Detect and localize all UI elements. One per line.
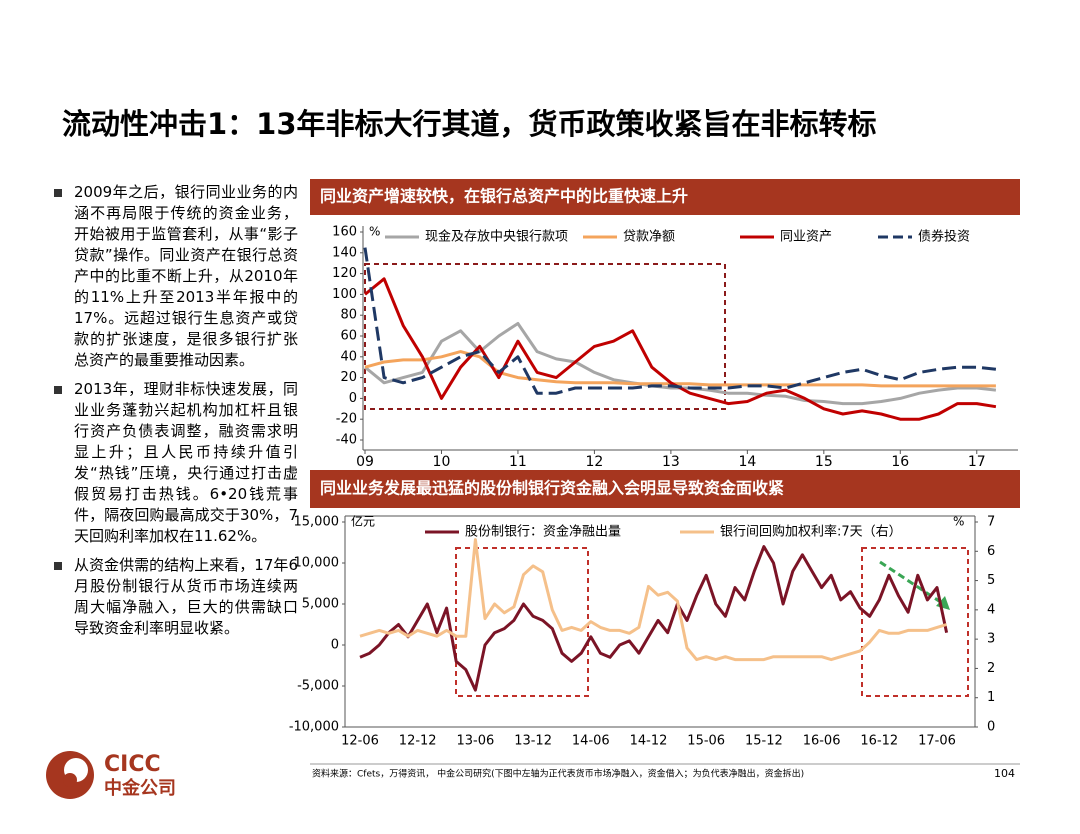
logo-text: CICC [104, 752, 161, 777]
bullet: 2009年之后，银行同业业务的内涵不再局限于传统的资金业务，开始被用于监管套利，… [52, 182, 298, 371]
chart-title: 同业业务发展最迅猛的股份制银行资金融入会明显导致资金面收紧 [320, 479, 784, 498]
series-line [359, 538, 948, 662]
x-tick-label: 13-06 [457, 734, 495, 749]
y-tick-label: -20 [336, 412, 357, 427]
y-tick-label: 5,000 [302, 597, 339, 612]
y-unit: 亿元 [351, 514, 375, 529]
trend-arrow [879, 560, 946, 607]
y-tick-label: 140 [332, 245, 357, 260]
legend-label: 债券投资 [918, 229, 970, 245]
x-tick-label: 16 [891, 454, 909, 470]
y-tick-label: 10,000 [294, 556, 340, 571]
y-tick-label: 160 [332, 225, 357, 240]
highlight-box [455, 547, 589, 697]
y-unit: % [369, 225, 380, 239]
y2-unit: % [953, 515, 964, 529]
x-tick-label: 13 [662, 454, 680, 470]
x-tick-label: 15-12 [745, 734, 783, 749]
logo-text: 中金公司 [104, 777, 176, 799]
y2-tick-label: 6 [987, 544, 995, 559]
legend-label: 股份制银行：资金净融出量 [465, 524, 621, 540]
logo-mark [63, 773, 77, 787]
y-tick-label: 0 [331, 638, 339, 653]
y-tick-label: -40 [336, 433, 357, 448]
y-tick-label: 80 [340, 308, 357, 323]
x-tick-label: 17-06 [918, 734, 956, 749]
x-tick-label: 14-12 [630, 734, 668, 749]
legend-label: 银行间回购加权利率:7天（右） [720, 524, 902, 540]
y-tick-label: -10,000 [289, 720, 339, 735]
x-tick-label: 10 [433, 454, 451, 470]
y2-tick-label: 0 [987, 720, 995, 735]
y-tick-label: 0 [349, 391, 357, 406]
highlight-box [364, 263, 726, 410]
bullet-list: 2009年之后，银行同业业务的内涵不再局限于传统的资金业务，开始被用于监管套利，… [52, 182, 298, 647]
x-tick-label: 12-12 [399, 734, 437, 749]
highlight-box [861, 547, 969, 697]
slide-title: 流动性冲击1：13年非标大行其道，货币政策收紧旨在非标转标 [62, 107, 877, 141]
y-tick-label: 15,000 [294, 515, 340, 530]
y2-tick-label: 3 [987, 632, 995, 647]
x-tick-label: 15-06 [687, 734, 725, 749]
legend-label: 同业资产 [780, 230, 832, 245]
y-tick-label: 60 [340, 329, 357, 344]
y-tick-label: 100 [332, 287, 357, 302]
chart-header [310, 470, 1020, 508]
y-tick-label: 120 [332, 266, 357, 281]
series-line [359, 545, 949, 692]
y-tick-label: -5,000 [297, 679, 339, 694]
legend-label: 现金及存放中央银行款项 [425, 229, 568, 245]
y2-tick-label: 2 [987, 661, 995, 676]
y-tick-label: 20 [340, 370, 357, 385]
x-tick-label: 12-06 [341, 734, 379, 749]
chart-title: 同业资产增速较快，在银行总资产中的比重快速上升 [320, 187, 688, 206]
x-tick-label: 14-06 [572, 734, 610, 749]
x-tick-label: 12 [585, 454, 603, 470]
y2-tick-label: 7 [987, 515, 995, 530]
bullet: 从资金供需的结构上来看，17年6月股份制银行从货币市场连续两周大幅净融入，巨大的… [52, 555, 298, 639]
y2-tick-label: 1 [987, 690, 995, 705]
bullet: 2013年，理财非标快速发展，同业业务蓬勃兴起机构加杠杆且银行资产负债表调整，融… [52, 379, 298, 547]
series-line [364, 322, 997, 406]
x-tick-label: 16-12 [860, 734, 898, 749]
legend-label: 贷款净额 [623, 230, 675, 245]
source-note: 资料来源：Cfets，万得资讯， 中金公司研究(下图中左轴为正代表货币市场净融入… [312, 768, 804, 780]
x-tick-label: 17 [968, 454, 986, 470]
chart-header [310, 179, 1020, 215]
page-number: 104 [994, 767, 1015, 780]
x-tick-label: 09 [356, 454, 374, 470]
x-tick-label: 16-06 [803, 734, 841, 749]
x-tick-label: 13-12 [514, 734, 552, 749]
series-line [363, 247, 997, 395]
x-tick-label: 15 [815, 454, 833, 470]
y2-tick-label: 5 [987, 573, 995, 588]
y-tick-label: 40 [340, 349, 357, 364]
x-tick-label: 11 [509, 454, 527, 470]
x-tick-label: 14 [738, 454, 756, 470]
y2-tick-label: 4 [987, 602, 995, 617]
